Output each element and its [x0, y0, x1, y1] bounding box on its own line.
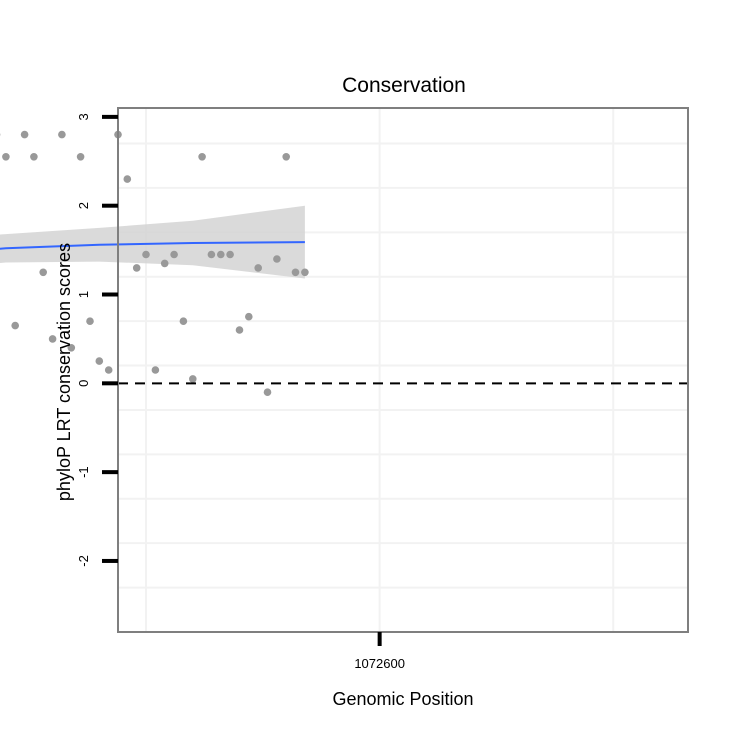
- y-tick-label: 2: [76, 202, 91, 209]
- data-point: [291, 268, 300, 277]
- data-point: [95, 357, 104, 365]
- data-point: [198, 153, 206, 161]
- data-point: [142, 250, 150, 259]
- gridlines: [118, 108, 688, 632]
- data-point: [76, 153, 85, 161]
- data-point: [179, 317, 188, 326]
- y-tick-label: -1: [76, 466, 91, 478]
- data-point: [11, 321, 19, 330]
- data-point: [282, 153, 291, 161]
- data-point: [2, 153, 10, 161]
- x-axis-title: Genomic Position: [332, 689, 473, 709]
- data-point: [39, 268, 47, 277]
- y-tick-label: 3: [76, 113, 91, 120]
- data-points: [0, 130, 309, 397]
- y-axis: -2 -1 0 1 2 3: [76, 113, 118, 567]
- data-point: [123, 175, 132, 183]
- chart-title: Conservation: [342, 74, 466, 97]
- data-point: [273, 255, 281, 263]
- data-point: [301, 268, 309, 277]
- confidence-ribbon-group: [0, 205, 305, 279]
- y-axis-title: phyloP LRT conservation scores: [54, 243, 74, 501]
- data-point: [170, 250, 178, 259]
- data-point: [189, 375, 197, 383]
- data-point: [263, 388, 272, 397]
- y-tick-label: -2: [76, 555, 91, 567]
- data-point: [20, 130, 29, 139]
- data-point: [86, 317, 94, 326]
- data-point: [226, 250, 234, 259]
- data-point: [30, 153, 38, 161]
- data-point: [245, 312, 253, 321]
- data-point: [207, 250, 216, 259]
- x-tick-label: 1072600: [354, 656, 405, 671]
- data-point: [160, 259, 169, 268]
- data-point: [104, 366, 113, 374]
- data-point: [48, 335, 57, 343]
- y-tick-label: 1: [76, 291, 91, 298]
- x-axis: 10726001072550107250010724501072400: [354, 632, 405, 671]
- data-point: [254, 264, 262, 272]
- confidence-ribbon: [0, 205, 305, 279]
- data-point: [151, 366, 160, 374]
- y-tick-label: 0: [76, 380, 91, 387]
- data-point: [58, 130, 66, 139]
- panel-border: [117, 107, 689, 633]
- data-point: [67, 344, 76, 352]
- data-point: [217, 250, 225, 259]
- data-point: [132, 264, 141, 272]
- data-point: [235, 326, 244, 334]
